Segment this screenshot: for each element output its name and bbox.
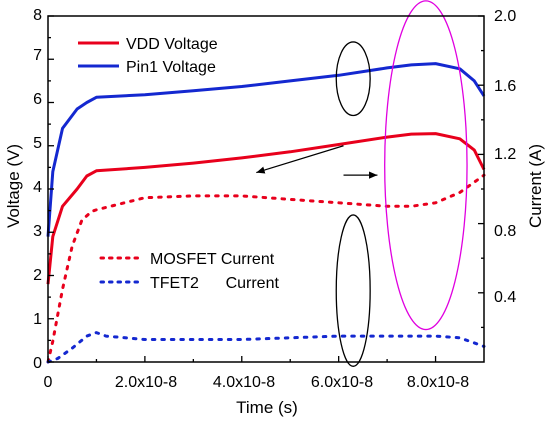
legend-label-pin1: Pin1 Voltage: [126, 59, 216, 76]
plot-frame: [47, 15, 485, 363]
annotation-ellipse-1: [335, 214, 371, 367]
x-tick-label: 0: [44, 374, 53, 391]
y-right-axis-title: Current (A): [526, 144, 545, 228]
y-left-tick-label: 8: [33, 7, 42, 24]
y-right-tick-label: 0.4: [494, 289, 516, 306]
x-tick-label: 8.0x10-8: [407, 374, 469, 391]
series-line-2: [46, 173, 486, 364]
y-right-tick-label: 0.8: [494, 223, 516, 240]
y-left-tick-label: 0: [33, 355, 42, 372]
x-tick-labels: 0 2.0x10-8 4.0x10-8 6.0x10-8 8.0x10-8: [44, 374, 470, 391]
legend-current: MOSFET Current TFET2 Current: [99, 251, 279, 292]
tick-layer: [47, 15, 484, 363]
y-left-axis-title: Voltage (V): [4, 144, 23, 228]
x-tick-label: 4.0x10-8: [213, 374, 275, 391]
y-left-tick-label: 2: [33, 267, 42, 284]
x-axis-title: Time (s): [236, 398, 298, 417]
annotation-arrow-3: [256, 145, 344, 174]
y-right-tick-label: 1.2: [494, 146, 516, 163]
series-line-1: [46, 62, 486, 237]
y-left-tick-label: 6: [33, 91, 42, 108]
legend-label-tfet2: TFET2 Current: [150, 275, 279, 292]
x-tick-label: 6.0x10-8: [311, 374, 373, 391]
annotation-layer: [256, 0, 468, 367]
legend-label-mosfet: MOSFET Current: [150, 251, 275, 268]
series-line-0: [46, 132, 486, 285]
annotation-ellipse-2: [384, 0, 468, 331]
legend-voltage: VDD Voltage Pin1 Voltage: [78, 36, 218, 76]
y-left-tick-label: 5: [33, 135, 42, 152]
plot-area: [46, 0, 486, 367]
series-layer: [46, 62, 486, 364]
right-tick-labels: 0.4 0.8 1.2 1.6 2.0: [494, 8, 516, 306]
annotation-ellipse-0: [335, 41, 371, 117]
y-left-tick-label: 1: [33, 311, 42, 328]
x-tick-label: 2.0x10-8: [115, 374, 177, 391]
series-line-3: [46, 331, 486, 364]
y-right-tick-label: 2.0: [494, 8, 516, 25]
y-left-tick-label: 4: [33, 179, 42, 196]
left-tick-labels: 0 1 2 3 4 5 6 7 8: [33, 7, 42, 372]
y-left-tick-label: 3: [33, 223, 42, 240]
legend-label-vdd: VDD Voltage: [126, 36, 218, 53]
y-left-tick-label: 7: [33, 47, 42, 64]
y-right-tick-label: 1.6: [494, 78, 516, 95]
